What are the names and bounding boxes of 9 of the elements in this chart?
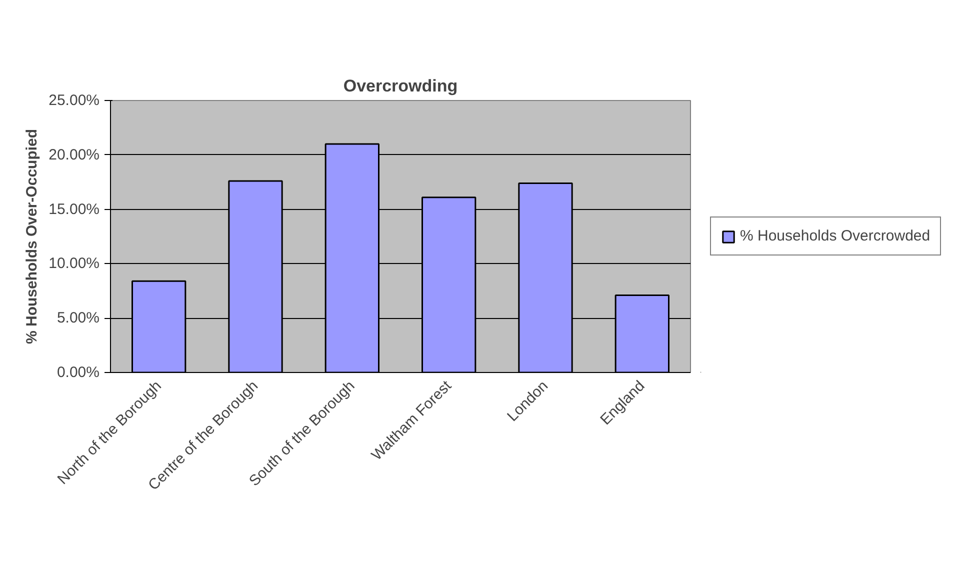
y-axis-title: % Households Over-Occupied [24, 128, 41, 344]
legend-label: % Households Overcrowded [740, 228, 930, 244]
y-tick-label: 0.00% [56, 364, 100, 381]
y-tick-label: 10.00% [48, 255, 100, 272]
y-tick-label: 25.00% [48, 92, 100, 109]
chart-title: Overcrowding [343, 76, 458, 96]
y-tick-label: 5.00% [56, 310, 100, 327]
y-tick-label: 15.00% [48, 200, 100, 218]
y-tick-label: 20.00% [48, 146, 100, 164]
